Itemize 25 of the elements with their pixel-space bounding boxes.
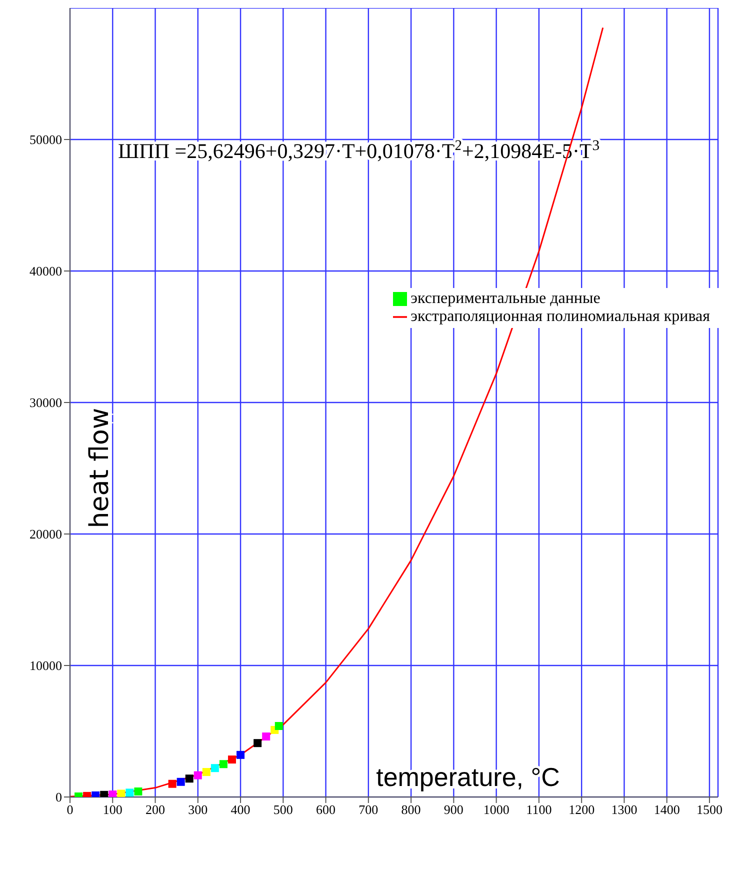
legend-label: экстраполяционная полиномиальная кривая [410,308,710,325]
x-tick-label: 900 [444,802,464,818]
x-tick-label: 300 [188,802,208,818]
x-tick-label: 100 [102,802,122,818]
x-tick-label: 0 [66,802,74,818]
x-tick-label: 1100 [526,802,552,818]
y-tick-label: 20000 [30,526,62,542]
legend-label: экспериментальные данные [410,290,600,307]
y-tick-label: 40000 [30,264,62,279]
y-tick-label: 50000 [30,132,62,148]
x-tick-label: 600 [316,802,336,818]
x-tick-label: 1000 [483,802,510,818]
x-tick-label: 400 [230,802,250,818]
x-tick-label: 700 [358,802,378,818]
x-tick-label: 200 [146,802,166,818]
y-tick-label: 10000 [30,658,62,674]
x-tick-label: 500 [273,802,293,818]
y-tick-label: 0 [56,790,62,805]
y-axis-title: heat flow [85,408,115,528]
x-tick-label: 1300 [611,802,638,818]
x-tick-label: 800 [401,802,421,818]
x-tick-label: 1200 [568,802,595,818]
y-tick-label: 30000 [30,395,62,410]
x-tick-label: 1400 [654,802,680,818]
x-tick-label: 1500 [696,802,722,818]
